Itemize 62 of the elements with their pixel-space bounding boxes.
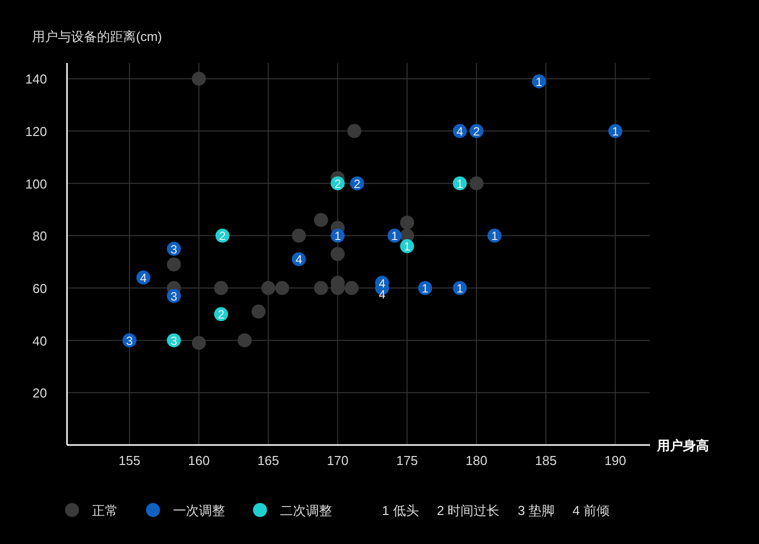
x-tick-label: 175 — [396, 453, 418, 468]
point — [192, 72, 206, 86]
point — [275, 281, 290, 296]
text: 4 前倾 — [572, 503, 610, 518]
point — [238, 333, 252, 348]
point — [347, 124, 362, 138]
annotation: 1 — [456, 176, 464, 191]
x-tick-label: 180 — [466, 453, 488, 468]
x-tick-label: 160 — [188, 453, 210, 468]
point — [166, 257, 181, 272]
annotation: 4 — [140, 271, 147, 286]
point — [314, 281, 328, 296]
point — [330, 247, 345, 261]
annotation: 1 — [491, 229, 498, 244]
y-tick-label: 120 — [25, 124, 47, 140]
annotation: 3 — [170, 242, 178, 256]
annotation: 4 — [456, 124, 464, 139]
point — [214, 281, 228, 296]
y-axis-title: 用户与设备的距离(cm) — [32, 29, 162, 44]
y-tick-label: 40 — [32, 333, 47, 348]
point — [400, 216, 414, 230]
annotation: 2 — [219, 229, 226, 244]
annotation: 1 — [612, 124, 619, 139]
y-tick-label: 100 — [25, 176, 47, 192]
legend-label: 正常 — [92, 503, 118, 518]
annotation: 1 — [422, 282, 429, 296]
annotation: 3 — [126, 334, 134, 348]
point — [469, 176, 484, 190]
point — [261, 281, 276, 296]
annotation: 4 — [295, 252, 302, 267]
annotation: 2 — [473, 124, 480, 139]
point — [292, 228, 306, 243]
annotation: 1 — [334, 229, 342, 244]
annotation: 3 — [170, 334, 178, 348]
x-tick-label: 155 — [118, 453, 140, 468]
annotation: 2 — [334, 176, 342, 191]
annotation: 1 — [536, 74, 543, 89]
y-tick-label: 80 — [32, 228, 47, 244]
y-tick-label: 60 — [32, 281, 47, 296]
point — [252, 304, 266, 319]
y-tick-label: 20 — [32, 386, 47, 401]
point — [314, 212, 328, 227]
legend-label: 一次调整 — [173, 503, 225, 518]
annotation: 1 — [456, 282, 464, 296]
annotation: 1 — [391, 229, 398, 244]
annotation: 1 — [404, 240, 411, 254]
point — [192, 336, 206, 350]
x-axis-title: 用户身高 — [656, 438, 709, 453]
text: 1 低头 — [382, 503, 419, 518]
annotation: 3 — [170, 289, 178, 304]
legend-label: 二次调整 — [280, 503, 332, 518]
annotation: 2 — [354, 176, 361, 191]
y-tick-label: 140 — [25, 72, 47, 87]
annotation: 4 — [378, 276, 386, 290]
point — [344, 281, 359, 296]
x-tick-label: 165 — [257, 453, 280, 468]
x-tick-label: 185 — [535, 453, 557, 468]
text: 2 时间过长 — [436, 503, 500, 518]
x-tick-label: 170 — [326, 453, 349, 468]
annotation: 2 — [218, 308, 225, 322]
text: 3 垫脚 — [518, 503, 555, 518]
x-tick-label: 190 — [604, 453, 626, 468]
